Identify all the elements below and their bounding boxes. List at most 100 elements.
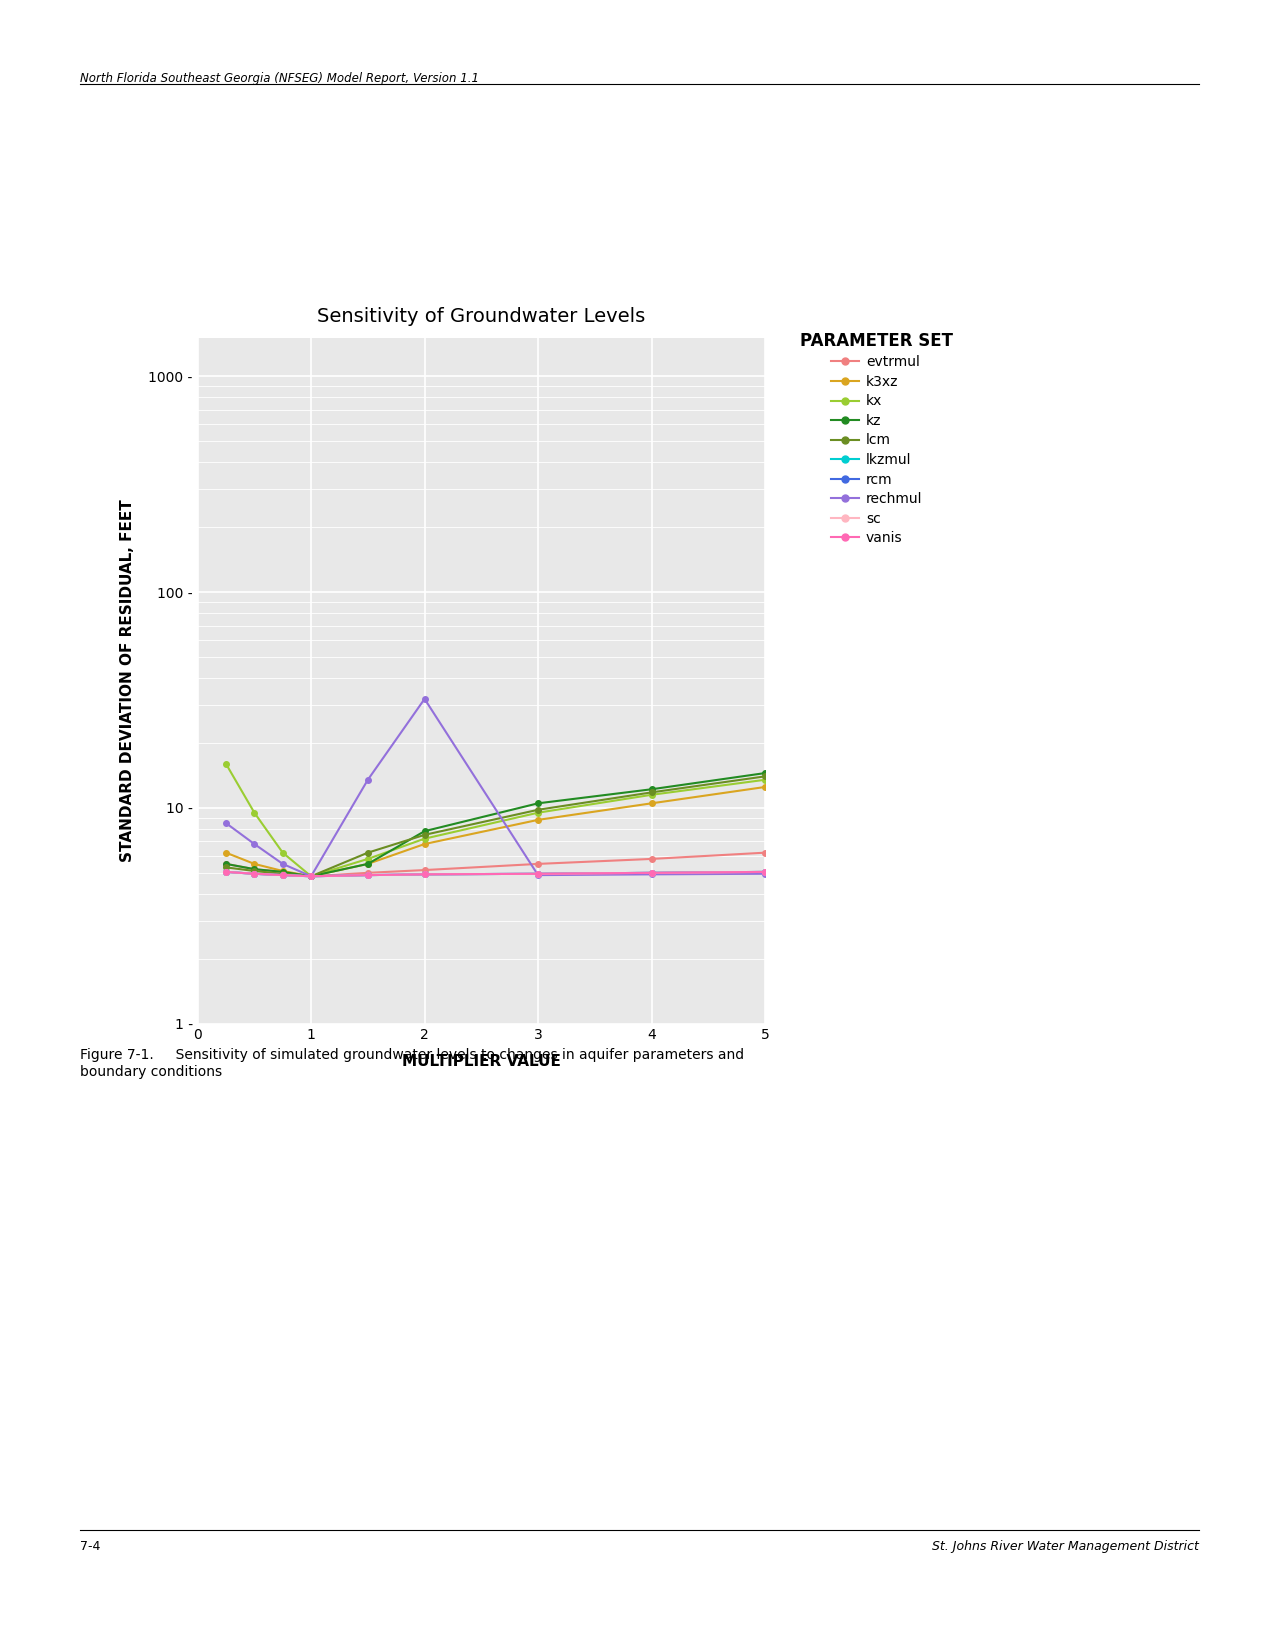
lcm	[360, 842, 375, 862]
Line: kz: kz	[223, 771, 768, 878]
kz	[360, 854, 375, 873]
kx	[757, 769, 773, 789]
evtrmul	[644, 849, 659, 868]
rechmul	[360, 769, 375, 789]
rechmul	[757, 863, 773, 883]
lcm	[247, 862, 263, 882]
sc	[757, 862, 773, 882]
Line: vanis: vanis	[223, 868, 768, 878]
sc	[417, 865, 432, 885]
lkzmul	[530, 863, 546, 883]
lcm	[303, 867, 319, 887]
Legend: evtrmul, k3xz, kx, kz, lcm, lkzmul, rcm, rechmul, sc, vanis: evtrmul, k3xz, kx, kz, lcm, lkzmul, rcm,…	[801, 332, 954, 545]
rechmul	[644, 865, 659, 885]
evtrmul	[530, 854, 546, 873]
sc	[275, 865, 291, 885]
k3xz	[303, 867, 319, 887]
Y-axis label: STANDARD DEVIATION OF RESIDUAL, FEET: STANDARD DEVIATION OF RESIDUAL, FEET	[120, 500, 134, 862]
vanis	[757, 862, 773, 882]
k3xz	[275, 862, 291, 882]
Text: 7-4: 7-4	[80, 1540, 101, 1554]
rechmul	[218, 814, 233, 834]
Line: rechmul: rechmul	[223, 697, 768, 878]
evtrmul	[360, 863, 375, 883]
evtrmul	[275, 862, 291, 882]
lcm	[275, 863, 291, 883]
kx	[530, 802, 546, 822]
lkzmul	[360, 865, 375, 885]
lcm	[218, 857, 233, 877]
kz	[757, 763, 773, 783]
vanis	[360, 865, 375, 885]
Line: lcm: lcm	[223, 774, 768, 878]
kx	[644, 784, 659, 804]
kx	[275, 842, 291, 862]
rcm	[360, 865, 375, 885]
rechmul	[303, 867, 319, 887]
kx	[218, 755, 233, 774]
sc	[218, 862, 233, 882]
rcm	[247, 863, 263, 883]
kz	[247, 859, 263, 878]
k3xz	[757, 778, 773, 797]
lkzmul	[303, 867, 319, 887]
kz	[218, 854, 233, 873]
Line: evtrmul: evtrmul	[223, 850, 768, 878]
vanis	[417, 865, 432, 885]
vanis	[247, 863, 263, 883]
vanis	[530, 863, 546, 883]
sc	[303, 867, 319, 887]
lkzmul	[757, 862, 773, 882]
rcm	[218, 862, 233, 882]
vanis	[303, 867, 319, 887]
kz	[644, 779, 659, 799]
rechmul	[530, 865, 546, 885]
kz	[275, 862, 291, 882]
k3xz	[247, 854, 263, 873]
lkzmul	[275, 865, 291, 885]
sc	[644, 863, 659, 883]
kx	[303, 867, 319, 887]
vanis	[275, 865, 291, 885]
sc	[360, 865, 375, 885]
lkzmul	[417, 865, 432, 885]
kz	[417, 821, 432, 840]
sc	[247, 863, 263, 883]
sc	[530, 863, 546, 883]
lcm	[644, 783, 659, 802]
kx	[247, 802, 263, 822]
rechmul	[247, 834, 263, 854]
rcm	[275, 865, 291, 885]
Line: lkzmul: lkzmul	[223, 868, 768, 878]
k3xz	[218, 842, 233, 862]
lkzmul	[218, 862, 233, 882]
Text: North Florida Southeast Georgia (NFSEG) Model Report, Version 1.1: North Florida Southeast Georgia (NFSEG) …	[80, 73, 479, 84]
Text: Figure 7-1.     Sensitivity of simulated groundwater levels to changes in aquife: Figure 7-1. Sensitivity of simulated gro…	[80, 1048, 745, 1078]
kz	[303, 867, 319, 887]
k3xz	[360, 854, 375, 873]
kx	[360, 849, 375, 868]
lcm	[417, 826, 432, 845]
evtrmul	[757, 842, 773, 862]
rechmul	[275, 854, 291, 873]
vanis	[218, 862, 233, 882]
k3xz	[530, 811, 546, 830]
Text: St. Johns River Water Management District: St. Johns River Water Management Distric…	[932, 1540, 1198, 1554]
Line: kx: kx	[223, 761, 768, 878]
Line: rcm: rcm	[223, 868, 768, 878]
evtrmul	[417, 860, 432, 880]
lkzmul	[247, 863, 263, 883]
vanis	[644, 863, 659, 883]
rcm	[530, 863, 546, 883]
kx	[417, 829, 432, 849]
evtrmul	[303, 867, 319, 887]
kz	[530, 794, 546, 814]
lcm	[757, 766, 773, 786]
k3xz	[417, 834, 432, 854]
rcm	[644, 863, 659, 883]
evtrmul	[247, 859, 263, 878]
rcm	[303, 867, 319, 887]
lkzmul	[644, 863, 659, 883]
rcm	[417, 865, 432, 885]
rcm	[757, 862, 773, 882]
